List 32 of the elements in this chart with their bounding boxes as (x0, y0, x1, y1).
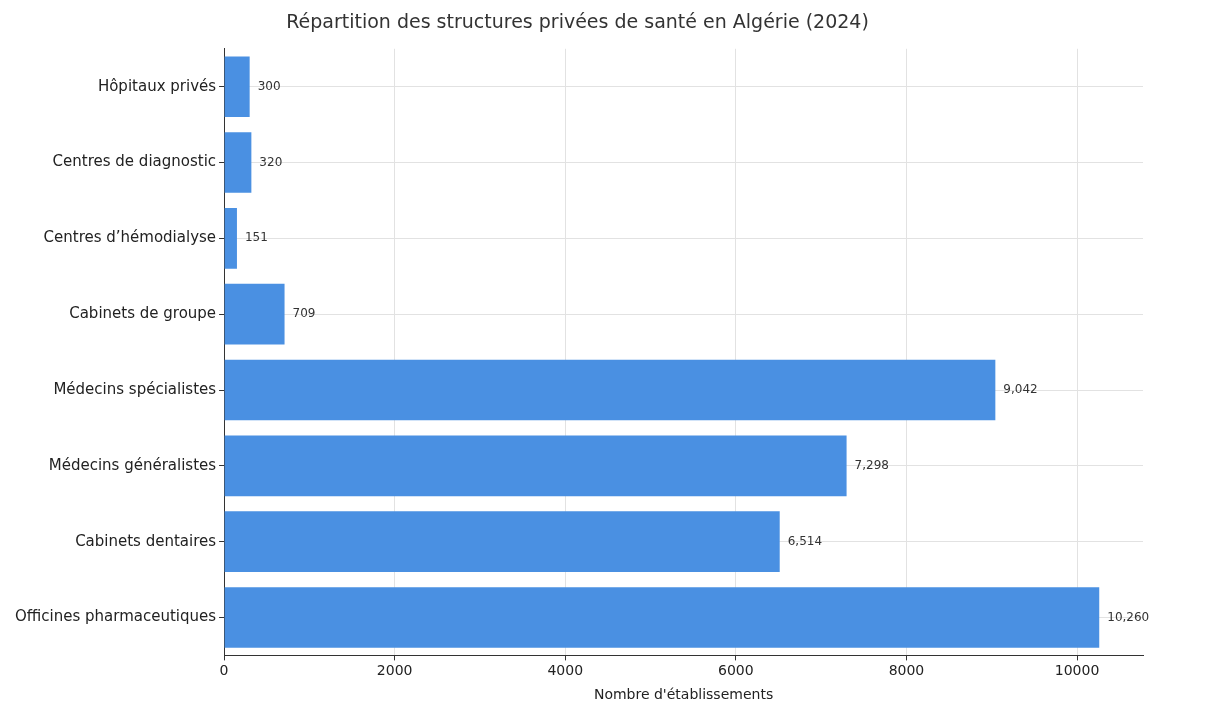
y-tick-label: Médecins spécialistes (53, 379, 217, 398)
y-tick-label: Cabinets dentaires (75, 531, 217, 550)
y-tick-label: Hôpitaux privés (97, 76, 217, 95)
x-tick-label: 0 (219, 662, 229, 679)
bar (224, 283, 285, 345)
y-tick-label: Médecins généralistes (48, 455, 217, 474)
chart-title: Répartition des structures privées de santé en Algérie (2024) (286, 10, 869, 33)
bar (224, 587, 1100, 648)
bar (224, 208, 237, 269)
x-tick-label: 6000 (718, 662, 754, 679)
data-label: 151 (244, 230, 268, 245)
bar (224, 56, 250, 118)
bar (224, 359, 996, 421)
y-tick-label: Centres de diagnostic (52, 152, 217, 171)
data-label: 10,260 (1107, 609, 1150, 624)
x-axis-title: Nombre d'établissements (593, 686, 774, 703)
data-label: 6,514 (787, 533, 823, 548)
x-tick-label: 4000 (547, 662, 584, 679)
x-tick-label: 2000 (376, 662, 413, 679)
x-tick-label: 8000 (888, 662, 925, 679)
y-tick-label: Officines pharmaceutiques (14, 607, 217, 626)
data-label: 709 (292, 306, 316, 321)
y-tick-label: Cabinets de groupe (69, 304, 217, 323)
y-tick-label: Centres d’hémodialyse (43, 228, 217, 247)
data-label: 7,298 (854, 457, 889, 472)
bar (224, 132, 252, 193)
x-tick-label: 10000 (1054, 662, 1100, 679)
bar (224, 511, 780, 572)
data-label: 320 (259, 154, 283, 169)
bar (224, 435, 847, 497)
data-label: 9,042 (1003, 382, 1038, 397)
data-label: 300 (257, 78, 281, 93)
